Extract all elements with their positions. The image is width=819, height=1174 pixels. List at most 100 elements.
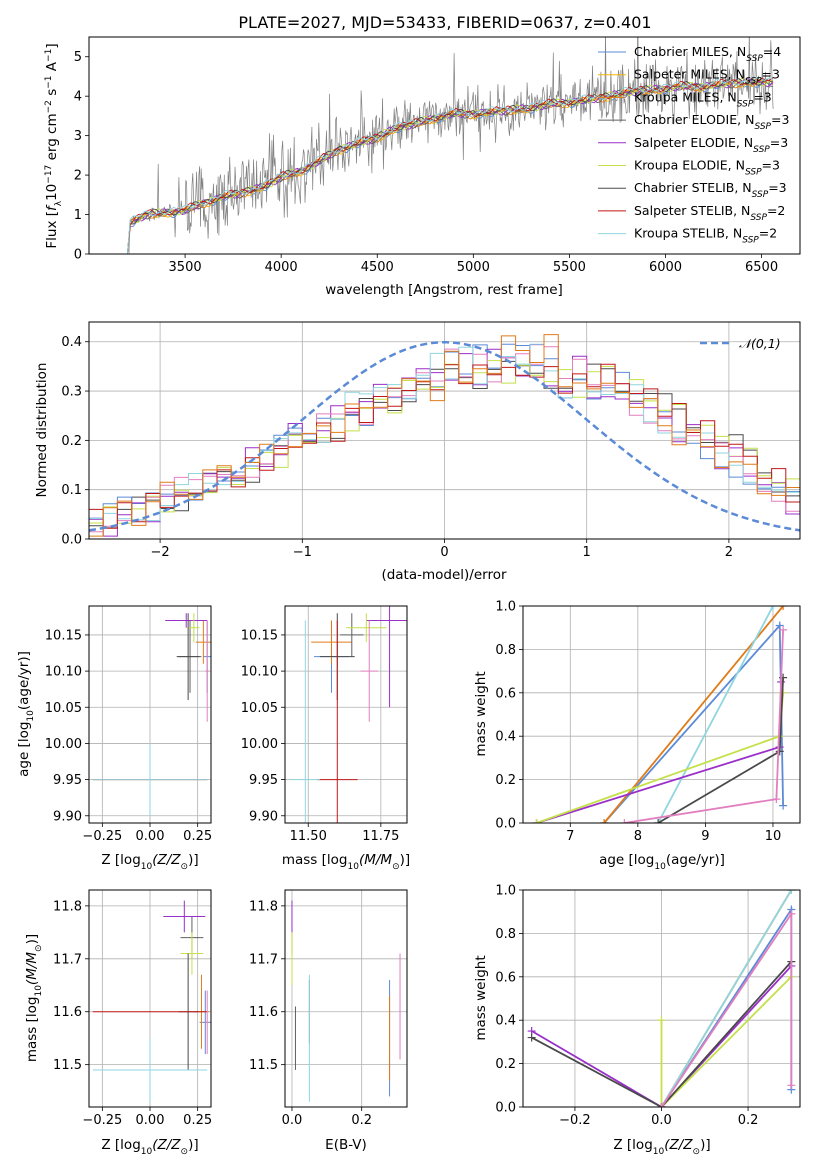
legend-label: Salpeter MILES, NSSP=3 [634, 67, 780, 87]
legend-label: Kroupa STELIB, NSSP=2 [634, 226, 777, 246]
weight-marker [532, 819, 541, 823]
x-tick-label: −1 [293, 545, 312, 560]
y-tick-label: 9.95 [53, 773, 82, 788]
x-tick-label: 10 [765, 829, 782, 844]
y-tick-label: 0.6 [495, 686, 516, 701]
weight-marker [787, 909, 796, 918]
error-bar [205, 990, 210, 1055]
plot-area [527, 890, 796, 1107]
y-tick-label: 0.8 [495, 927, 516, 942]
weight-marker [600, 819, 609, 823]
age-vs-metallicity-panel: −0.25 0.00 0.25 9.90 9.95 10.00 10.05 10.10 10.1… [16, 605, 212, 872]
error-bar [195, 620, 211, 664]
age-vs-mass-panel: 11.50 11.75 9.90 9.95 10.00 10.05 10.10 10.15 ma… [241, 605, 410, 872]
weight-marker [654, 819, 663, 823]
x-axis-label: wavelength [Angstrom, rest frame] [325, 282, 563, 298]
weight-line [531, 965, 792, 1107]
axes-frame [522, 889, 801, 1108]
axes-frame [522, 605, 801, 824]
y-tick-label: 0.4 [495, 1014, 516, 1029]
error-bar [205, 620, 210, 722]
y-tick-label: 10.00 [45, 737, 82, 752]
x-axis-label: age [log10(age/yr)] [599, 852, 725, 872]
y-tick-label: 0.3 [61, 385, 82, 400]
x-tick-label: 5000 [457, 260, 490, 275]
y-tick-label: 9.95 [249, 773, 278, 788]
y-tick-label: 10.15 [241, 628, 278, 643]
axes-frame [284, 889, 408, 1108]
y-tick-label: 10.15 [45, 628, 82, 643]
mass-vs-metallicity-panel: −0.25 0.00 0.25 11.5 11.6 11.7 11.8 Z [log10(Z/… [24, 889, 212, 1157]
legend-label: Chabrier MILES, NSSP=4 [634, 44, 781, 64]
y-tick-label: 0.0 [495, 1101, 516, 1116]
y-tick-label: 11.8 [53, 899, 82, 914]
weight-line [536, 681, 782, 823]
weight-line [660, 890, 793, 1107]
weight-marker [775, 621, 784, 630]
y-tick-label: 11.6 [53, 1005, 82, 1020]
x-tick-label: 0.0 [651, 1113, 672, 1128]
x-tick-label: 2 [725, 545, 733, 560]
y-tick-label: 11.8 [249, 899, 278, 914]
x-tick-label: −0.25 [82, 1113, 122, 1128]
axes-frame [88, 36, 801, 255]
x-tick-label: 6500 [745, 260, 778, 275]
model-line [126, 78, 774, 254]
x-axis-label: Z [log10(Z/Z⊙)] [101, 1137, 198, 1157]
y-tick-label: 11.7 [249, 952, 278, 967]
x-tick-label: 0.25 [183, 829, 212, 844]
y-tick-label: 11.5 [53, 1058, 82, 1073]
error-bar [366, 606, 407, 708]
x-tick-label: 8 [634, 829, 642, 844]
mass-vs-ebv-panel: 0.0 0.2 11.5 11.6 11.7 11.8 E(B-V) [249, 889, 408, 1153]
weight-marker [657, 1103, 666, 1107]
error-bar [180, 932, 204, 975]
x-tick-label: −2 [151, 545, 170, 560]
legend-label: Kroupa MILES, NSSP=3 [634, 89, 772, 109]
x-tick-label: 0.2 [351, 1113, 372, 1128]
error-bar [163, 900, 206, 933]
x-tick-label: 9 [701, 829, 709, 844]
y-tick-label: 0.2 [495, 773, 516, 788]
x-tick-label: −0.25 [82, 829, 122, 844]
model-line [126, 77, 774, 254]
error-bar [188, 613, 200, 643]
legend-label: 𝒩(0,1) [739, 336, 781, 351]
y-tick-label: 9.90 [53, 809, 82, 824]
x-tick-label: 0.00 [136, 1113, 165, 1128]
histogram-series [89, 334, 800, 537]
axes-frame [88, 605, 212, 824]
y-tick-label: 9.90 [249, 809, 278, 824]
x-axis-label: (data-model)/error [381, 567, 507, 583]
plot-area [92, 613, 211, 816]
x-tick-label: 0 [440, 545, 448, 560]
weight-marker [775, 747, 784, 756]
y-axis-label: mass weight [473, 955, 489, 1040]
legend-label: Salpeter STELIB, NSSP=2 [634, 203, 785, 223]
plot-area [532, 606, 788, 823]
plot-area [290, 606, 407, 823]
weight-marker [779, 801, 788, 810]
weight-line [531, 961, 792, 1107]
y-tick-label: 0.8 [495, 643, 516, 658]
x-tick-label: 4000 [265, 260, 298, 275]
error-bar [340, 613, 364, 657]
y-tick-label: 5 [74, 50, 82, 65]
figure-title: PLATE=2027, MJD=53433, FIBERID=0637, z=0… [238, 13, 651, 32]
x-tick-label: 0.0 [282, 1113, 303, 1128]
y-tick-label: 2 [74, 169, 82, 184]
error-bar [360, 620, 378, 722]
plot-area [126, 37, 774, 254]
y-tick-label: 10.05 [45, 701, 82, 716]
x-tick-label: 1 [583, 545, 591, 560]
massweight-vs-age-panel: 7 8 9 10 0.0 0.2 0.4 0.6 0.8 1.0 age [log10(age/yr… [473, 600, 801, 872]
x-tick-label: 0.2 [738, 1113, 759, 1128]
y-tick-label: 4 [74, 90, 82, 105]
x-tick-label: 5500 [553, 260, 586, 275]
y-tick-label: 0.4 [61, 335, 82, 350]
legend-label: Salpeter ELODIE, NSSP=3 [634, 135, 788, 155]
residual-histogram-panel: −2 −1 0 1 2 0.0 0.1 0.2 0.3 0.4 𝒩(0,1) (data-model)… [34, 321, 801, 583]
axes-frame [88, 321, 801, 540]
weight-line [660, 976, 792, 1107]
y-tick-label: 3 [74, 129, 82, 144]
